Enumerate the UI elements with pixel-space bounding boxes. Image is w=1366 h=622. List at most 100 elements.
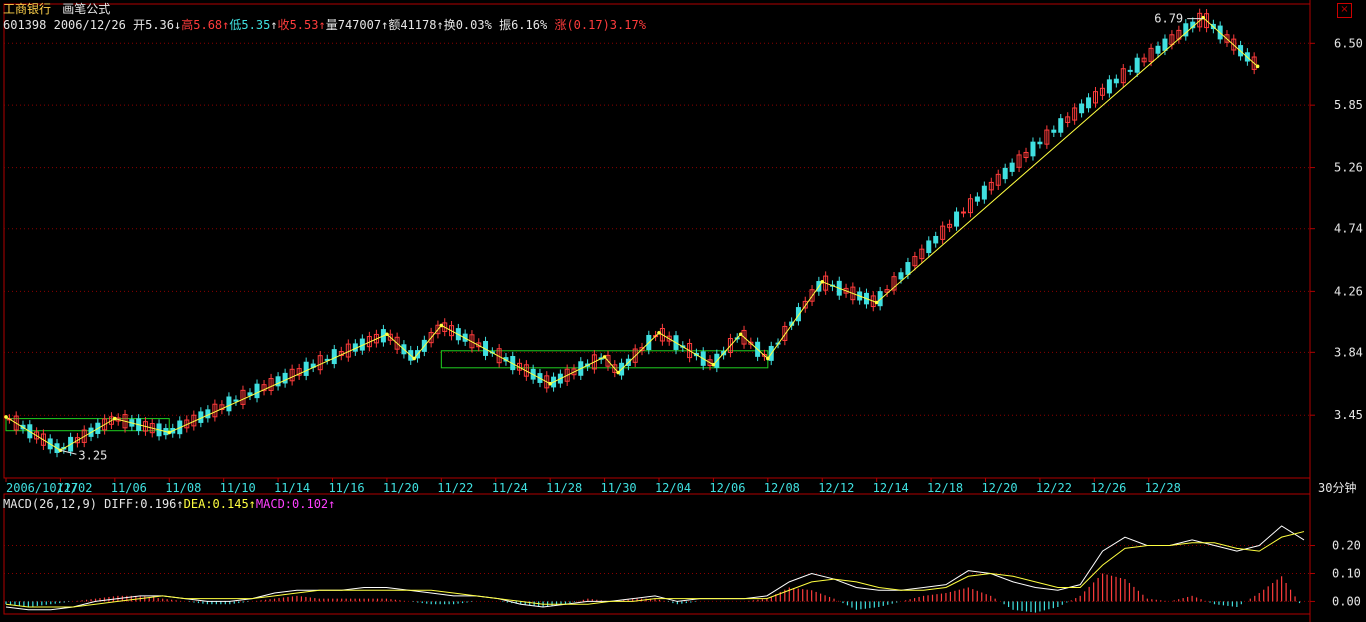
candle-body bbox=[809, 289, 815, 302]
pen-pivot-point bbox=[711, 362, 716, 367]
x-tick-label: 11/14 bbox=[274, 481, 310, 495]
stock-name: 工商银行 bbox=[3, 2, 52, 16]
candle-body bbox=[891, 276, 897, 291]
candle-body bbox=[947, 223, 953, 228]
close-value: 5.53 bbox=[289, 18, 319, 32]
macd-y-tick-label: 0.10 bbox=[1332, 566, 1361, 580]
candle-body bbox=[870, 295, 876, 308]
diff-value: 0.196 bbox=[140, 497, 177, 511]
candle-body bbox=[1044, 129, 1050, 145]
pen-pivot-point bbox=[1255, 64, 1260, 69]
diff-series-line bbox=[5, 525, 1305, 611]
candle-body bbox=[988, 181, 994, 191]
candle-body bbox=[1079, 103, 1085, 114]
candle-body bbox=[967, 198, 973, 214]
pen-pivot-point bbox=[4, 415, 8, 419]
candle-body bbox=[1065, 116, 1071, 123]
amount-label: 额 bbox=[388, 18, 401, 32]
candle-body bbox=[1030, 141, 1036, 157]
candle-body bbox=[1002, 167, 1008, 180]
low-annotation: 3.25 bbox=[78, 448, 107, 462]
candle-body bbox=[782, 325, 788, 341]
stock-code: 601398 bbox=[3, 18, 47, 32]
dea-value: 0.145 bbox=[212, 497, 249, 511]
candle-body bbox=[1148, 47, 1154, 62]
candle-body bbox=[40, 433, 46, 446]
candle-body bbox=[666, 335, 672, 342]
candle-body bbox=[1058, 118, 1064, 133]
candle-body bbox=[289, 368, 295, 382]
candle-body bbox=[373, 333, 379, 344]
x-tick-label: 11/08 bbox=[165, 481, 201, 495]
candle-body bbox=[303, 361, 309, 376]
low-label: 低 bbox=[229, 18, 242, 32]
candle-body bbox=[387, 333, 393, 341]
dea-series-line bbox=[5, 531, 1305, 608]
close-square-icon[interactable]: × bbox=[1337, 3, 1352, 18]
pen-pivot-point bbox=[616, 370, 620, 375]
x-tick-label: 11/02 bbox=[56, 481, 92, 495]
x-tick-label: 12/22 bbox=[1036, 481, 1072, 495]
consolidation-box bbox=[5, 418, 170, 432]
high-annotation: 6.79 bbox=[1154, 12, 1183, 26]
candle-body bbox=[240, 389, 246, 405]
candle-body bbox=[1197, 12, 1203, 28]
candle-body bbox=[275, 376, 281, 387]
pen-stroke-line bbox=[5, 17, 1258, 451]
volume-value: 747007 bbox=[337, 18, 382, 32]
candle-body bbox=[1204, 13, 1210, 29]
candle-body bbox=[591, 354, 597, 370]
candle-body bbox=[707, 359, 713, 367]
candle-body bbox=[74, 437, 80, 444]
x-tick-label: 11/20 bbox=[383, 481, 419, 495]
candle-body bbox=[1127, 69, 1133, 72]
candle-body bbox=[632, 348, 638, 363]
quote-line: 601398 2006/12/26 开5.36↓高5.68↑低5.35↑收5.5… bbox=[3, 18, 646, 32]
up-arrow-icon: ↑ bbox=[318, 18, 326, 32]
pen-pivot-point bbox=[167, 430, 172, 435]
candle-body bbox=[205, 409, 211, 419]
low-marker-line bbox=[60, 449, 77, 455]
candle-body bbox=[748, 341, 754, 345]
candle-body bbox=[727, 338, 733, 354]
candle-body bbox=[1224, 34, 1230, 43]
up-arrow-icon: ↑ bbox=[381, 18, 389, 32]
candle-body bbox=[282, 372, 288, 384]
quote-date: 2006/12/26 bbox=[53, 18, 126, 32]
candle-body bbox=[659, 328, 665, 342]
candle-body bbox=[639, 347, 645, 351]
pen-pivot-point bbox=[766, 356, 770, 361]
candle-body bbox=[331, 349, 337, 365]
candle-body bbox=[850, 286, 856, 301]
x-tick-label: 12/14 bbox=[873, 481, 909, 495]
candle-body bbox=[449, 325, 455, 337]
candle-body bbox=[1016, 154, 1022, 168]
candle-body bbox=[435, 324, 441, 335]
candle-body bbox=[564, 368, 570, 382]
x-tick-label: 12/06 bbox=[709, 481, 745, 495]
pen-pivot-point bbox=[548, 381, 552, 386]
candle-body bbox=[687, 343, 693, 359]
x-tick-label: 11/22 bbox=[437, 481, 473, 495]
up-arrow-icon: ↑ bbox=[222, 18, 230, 32]
candle-body bbox=[1162, 38, 1168, 51]
candle-body bbox=[912, 256, 918, 267]
candle-body bbox=[877, 291, 883, 307]
formula-name: 画笔公式 bbox=[62, 2, 111, 16]
pen-pivot-point bbox=[439, 323, 444, 328]
candle-body bbox=[905, 262, 911, 275]
price-y-tick-label: 5.26 bbox=[1334, 161, 1363, 175]
candle-body bbox=[1231, 38, 1237, 51]
macd-y-tick-label: 0.00 bbox=[1332, 594, 1361, 608]
price-pane-border bbox=[3, 3, 1311, 479]
up-arrow-icon: ↑ bbox=[436, 18, 444, 32]
candle-body bbox=[1134, 57, 1140, 73]
open-label: 开 bbox=[133, 18, 146, 32]
candle-body bbox=[226, 396, 232, 412]
candle-body bbox=[394, 336, 400, 350]
candle-body bbox=[1092, 91, 1098, 104]
x-tick-label: 11/06 bbox=[111, 481, 147, 495]
candle-body bbox=[926, 240, 932, 254]
candle-body bbox=[741, 329, 747, 345]
